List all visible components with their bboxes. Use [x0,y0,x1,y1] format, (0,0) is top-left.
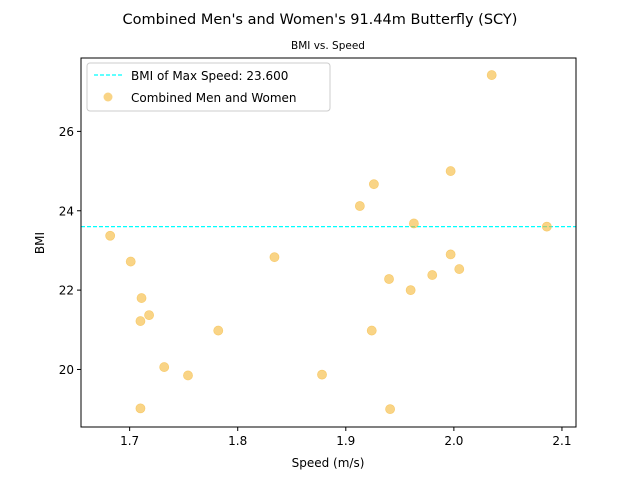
x-axis: 1.7 1.8 1.9 2.0 2.1 [120,427,571,448]
data-point [445,249,456,260]
data-point [159,362,170,372]
plot-frame [80,57,577,428]
data-point [385,404,396,415]
data-point [269,252,280,263]
legend-reference-line-label: BMI of Max Speed: 23.600 [131,69,288,83]
y-tick-label: 24 [59,204,74,218]
data-point [136,293,147,303]
x-tick-label: 2.0 [444,434,463,448]
data-point [135,316,146,326]
data-point [541,221,552,232]
y-tick-label: 20 [59,363,74,377]
y-axis-label: BMI [33,232,47,254]
y-tick-label: 26 [59,125,74,139]
x-tick-label: 2.1 [552,434,571,448]
plot-area [80,57,577,428]
x-axis-label: Speed (m/s) [292,456,365,470]
chart-subtitle: BMI vs. Speed [291,40,365,52]
x-tick-label: 1.7 [120,434,139,448]
data-point [384,274,394,284]
x-tick-label: 1.8 [228,434,247,448]
plot-background [81,58,576,427]
data-point [135,403,146,414]
data-point [405,285,416,296]
data-point [183,370,193,381]
legend: BMI of Max Speed: 23.600 Combined Men an… [86,62,331,112]
data-point [105,230,116,241]
y-axis: 20 22 24 26 [59,125,81,377]
data-point [354,201,365,211]
data-point [486,70,497,80]
data-point [317,369,327,380]
legend-series-label: Combined Men and Women [131,91,297,105]
data-point [366,325,377,336]
data-point [368,179,379,190]
data-point [427,270,438,280]
data-point [125,256,136,267]
data-point [454,264,465,274]
y-tick-label: 22 [59,284,74,298]
data-point [213,325,224,336]
legend-frame [86,62,331,112]
chart-title: Combined Men's and Women's 91.44m Butter… [123,12,518,28]
data-point [144,310,154,321]
legend-series-marker [103,92,113,102]
data-point [445,166,456,176]
x-tick-label: 1.9 [336,434,355,448]
data-point [408,218,419,229]
